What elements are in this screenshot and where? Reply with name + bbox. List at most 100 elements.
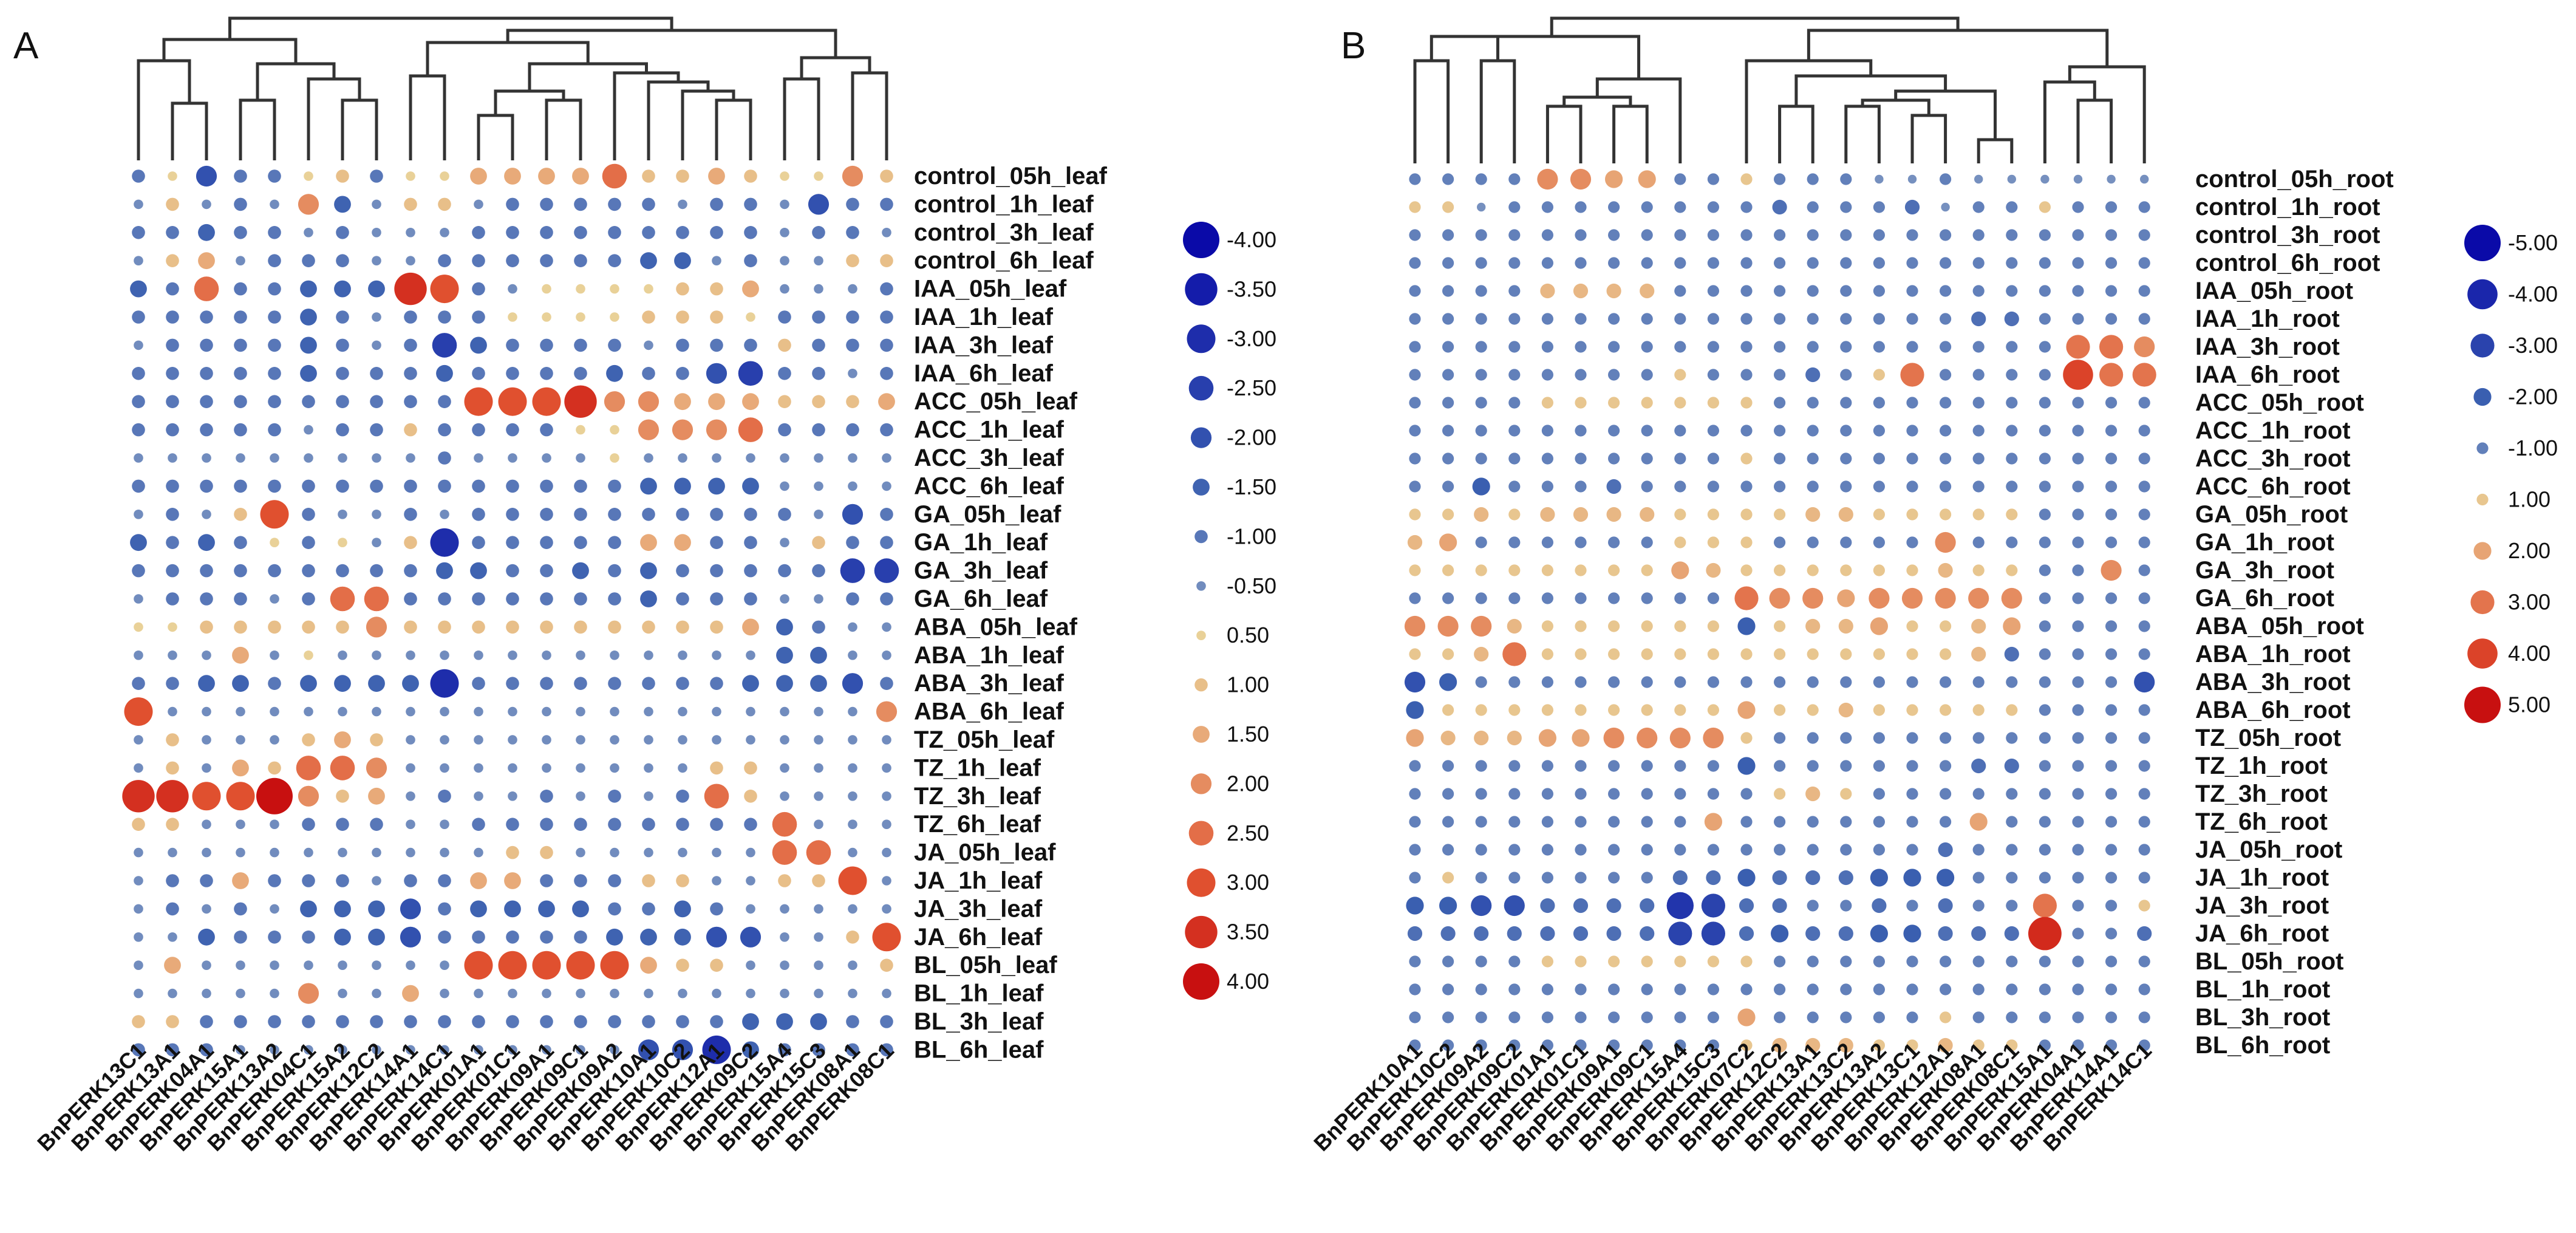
bubble-point: GA_1h_root / BnPERK01A1: -1 <box>1541 536 1553 548</box>
bubble-point: TZ_1h_leaf / BnPERK13C1: -0.5 <box>134 763 143 773</box>
bubble-point: IAA_05h_root / BnPERK08C1: -1 <box>2006 285 2018 297</box>
bubble-point: control_6h_leaf / BnPERK14A1: -0.5 <box>406 256 415 266</box>
bubble-point: ACC_05h_root / BnPERK12A1: -1 <box>1940 397 1952 409</box>
bubble-point: TZ_05h_root / BnPERK09A2: 1.5 <box>1474 730 1489 746</box>
bubble-point: control_1h_root / BnPERK13A2: -1 <box>1873 201 1885 213</box>
bubble-point: ABA_1h_root / BnPERK15C3: 1 <box>1707 648 1719 660</box>
bubble-point: GA_05h_root / BnPERK15A1: -1 <box>2039 508 2051 521</box>
bubble-point: GA_3h_root / BnPERK13A1: 1 <box>1807 564 1819 576</box>
bubble-point: ACC_6h_leaf / BnPERK10A1: -1.5 <box>640 477 657 495</box>
column-dendrogram <box>137 16 888 160</box>
bubble-point: BL_3h_leaf / BnPERK04A1: -1 <box>200 1015 213 1028</box>
bubble-point: TZ_1h_root / BnPERK10A1: -1 <box>1409 760 1421 772</box>
row-label: ACC_05h_leaf <box>914 388 1078 415</box>
bubble-point: GA_05h_root / BnPERK13C1: 1 <box>1906 508 1918 521</box>
bubble-point: ACC_6h_leaf / BnPERK04C1: -1 <box>302 479 315 493</box>
bubble-point: IAA_3h_leaf / BnPERK09C1: -1 <box>574 338 587 352</box>
bubble-point: control_3h_root / BnPERK14C1: -1 <box>2138 229 2150 241</box>
bubble-point: ABA_05h_leaf / BnPERK15A4: -1.5 <box>776 618 793 636</box>
bubble-point: IAA_05h_root / BnPERK01C1: 1.5 <box>1573 283 1589 299</box>
bubble-point: ACC_6h_leaf / BnPERK09A1: -1 <box>540 479 553 493</box>
bubble-point: IAA_3h_leaf / BnPERK01C1: -1 <box>506 338 519 352</box>
bubble-point: BL_1h_leaf / BnPERK01C1: -0.5 <box>508 988 517 999</box>
bubble-point: IAA_1h_leaf / BnPERK10A1: 1 <box>642 310 655 324</box>
bubble-point: GA_6h_root / BnPERK13C1: 2.5 <box>1901 587 1923 609</box>
bubble-point: JA_3h_root / BnPERK13C1: -1 <box>1906 900 1918 912</box>
bubble-point: JA_3h_root / BnPERK13A1: -1 <box>1807 900 1819 912</box>
bubble-point: ACC_6h_leaf / BnPERK01A1: -1 <box>472 479 485 493</box>
bubble-point: BL_05h_root / BnPERK01A1: 1 <box>1541 955 1553 968</box>
bubble-point: GA_05h_leaf / BnPERK12C2: -0.5 <box>372 510 381 519</box>
bubble-point: JA_1h_root / BnPERK13C1: -2 <box>1903 869 1921 887</box>
bubble-point: JA_1h_root / BnPERK04A1: -1 <box>2072 872 2084 884</box>
bubble-point: control_1h_root / BnPERK12A1: -0.5 <box>1941 202 1950 212</box>
bubble-point: BL_3h_root / BnPERK10A1: -1 <box>1409 1011 1421 1023</box>
bubble-point: IAA_3h_leaf / BnPERK09A1: -1 <box>540 338 553 352</box>
bubble-point: JA_1h_leaf / BnPERK09A2: -1 <box>608 874 621 887</box>
bubble-point: ABA_05h_root / BnPERK10A1: 2.5 <box>1404 615 1426 637</box>
bubble-point: IAA_1h_leaf / BnPERK13C1: -1 <box>132 310 145 324</box>
bubble-point: ABA_6h_leaf / BnPERK14A1: -0.5 <box>406 706 415 717</box>
bubble-point: GA_05h_leaf / BnPERK10A1: -1 <box>642 508 655 521</box>
bubble-point: JA_05h_root / BnPERK12A1: -1.5 <box>1938 842 1953 858</box>
bubble-point: BL_3h_root / BnPERK12C2: -1 <box>1774 1011 1786 1023</box>
bubble-point: IAA_3h_leaf / BnPERK15C3: -1 <box>812 338 825 352</box>
bubble-point: TZ_3h_leaf / BnPERK15A1: 3 <box>226 782 255 811</box>
bubble-point: IAA_6h_root / BnPERK09C2: -1 <box>1508 369 1521 381</box>
bubble-point: IAA_1h_root / BnPERK13C1: -1 <box>1906 313 1918 325</box>
bubble-point: BL_1h_root / BnPERK10C2: -1 <box>1442 983 1454 996</box>
bubble-point: IAA_05h_leaf / BnPERK09A1: 0.5 <box>542 284 551 294</box>
bubble-point: GA_1h_root / BnPERK09A1: -1 <box>1608 536 1620 548</box>
legend-swatch <box>2464 225 2501 261</box>
bubble-point: ABA_3h_root / BnPERK12C2: -1 <box>1774 676 1786 688</box>
bubble-point: control_6h_root / BnPERK01C1: -1 <box>1575 257 1587 269</box>
bubble-point: GA_3h_root / BnPERK15A4: 2 <box>1671 561 1689 579</box>
bubble-point: TZ_05h_root / BnPERK04A1: -1 <box>2072 732 2084 744</box>
bubble-point: IAA_3h_root / BnPERK12A1: -1 <box>1940 341 1952 353</box>
bubble-point: ABA_3h_root / BnPERK09A1: -1 <box>1608 676 1620 688</box>
row-label: BL_1h_root <box>2195 976 2330 1003</box>
bubble-point: ACC_6h_leaf / BnPERK10C2: -1.5 <box>674 477 691 495</box>
bubble-point: TZ_3h_leaf / BnPERK14C1: -1 <box>438 790 451 803</box>
bubble-point: ACC_3h_root / BnPERK01A1: -1 <box>1541 453 1553 465</box>
bubble-point: JA_6h_leaf / BnPERK15C3: -0.5 <box>814 932 823 942</box>
row-label: ACC_1h_root <box>2195 417 2351 444</box>
bubble-point: IAA_05h_root / BnPERK13A2: -1 <box>1873 285 1885 297</box>
bubble-point: control_05h_leaf / BnPERK01C1: 1.5 <box>504 168 521 185</box>
bubble-point: TZ_05h_root / BnPERK09C1: 2.5 <box>1637 727 1658 749</box>
bubble-point: control_6h_root / BnPERK15A1: -1 <box>2039 257 2051 269</box>
bubble-point: ABA_1h_leaf / BnPERK13A2: -0.5 <box>270 651 279 660</box>
bubble-point: JA_05h_root / BnPERK09A1: -1 <box>1608 844 1620 856</box>
bubble-point: ABA_3h_leaf / BnPERK15A1: -1.5 <box>232 675 249 692</box>
bubble-point: ACC_05h_root / BnPERK01A1: 1 <box>1541 397 1553 409</box>
bubble-point: IAA_05h_root / BnPERK14C1: -1 <box>2138 285 2150 297</box>
bubble-point: JA_6h_root / BnPERK13C1: -2 <box>1903 924 1921 943</box>
bubble-point: GA_05h_leaf / BnPERK10C2: -1 <box>676 508 689 521</box>
size-color-legend: -5.00-4.00-3.00-2.00-1.001.002.003.004.0… <box>2464 225 2558 723</box>
bubble-point: control_3h_root / BnPERK09C1: -1 <box>1641 229 1653 241</box>
bubble-point: TZ_3h_leaf / BnPERK14A1: -0.5 <box>406 791 415 801</box>
bubble-point: JA_1h_leaf / BnPERK09C2: -0.5 <box>746 876 755 886</box>
bubble-point: JA_1h_leaf / BnPERK04C1: -1 <box>302 874 315 887</box>
bubble-point: ACC_3h_leaf / BnPERK09A2: 0.5 <box>610 453 619 463</box>
bubble-point: control_6h_root / BnPERK15C3: -1 <box>1707 257 1719 269</box>
bubble-point: ABA_6h_leaf / BnPERK09C2: -0.5 <box>746 706 755 717</box>
bubble-point: BL_3h_root / BnPERK07C2: 2 <box>1737 1008 1756 1026</box>
bubble-point: BL_6h_leaf / BnPERK04A1: -1 <box>200 1043 213 1057</box>
bubble-point: control_6h_root / BnPERK13C1: -1 <box>1906 257 1918 269</box>
bubble-point: ACC_1h_leaf / BnPERK15C3: -1 <box>812 423 825 437</box>
bubble-point: JA_1h_leaf / BnPERK04A1: -1 <box>200 874 213 887</box>
bubble-point: IAA_3h_leaf / BnPERK10A1: -0.5 <box>644 340 653 350</box>
bubble-point: IAA_05h_root / BnPERK09A2: -1 <box>1475 285 1487 297</box>
bubble-point: ACC_3h_root / BnPERK13C1: -1 <box>1906 453 1918 465</box>
bubble-point: JA_05h_root / BnPERK12C2: -1 <box>1774 844 1786 856</box>
row-label: JA_1h_root <box>2195 864 2329 891</box>
bubble-point: ABA_6h_leaf / BnPERK01C1: -0.5 <box>508 706 517 717</box>
bubble-point: ACC_6h_leaf / BnPERK08C1: -0.5 <box>882 481 891 491</box>
bubble-point: TZ_6h_leaf / BnPERK01C1: -1 <box>506 818 519 831</box>
bubble-point: BL_05h_leaf / BnPERK14A1: -0.5 <box>406 960 415 970</box>
bubble-point: BL_6h_root / BnPERK10A1: -1 <box>1409 1039 1421 1051</box>
bubble-point: TZ_6h_root / BnPERK01C1: -1 <box>1575 816 1587 828</box>
bubble-point: ACC_1h_root / BnPERK01A1: -1 <box>1541 425 1553 437</box>
bubble-point: IAA_05h_root / BnPERK01A1: 1.5 <box>1540 283 1555 299</box>
